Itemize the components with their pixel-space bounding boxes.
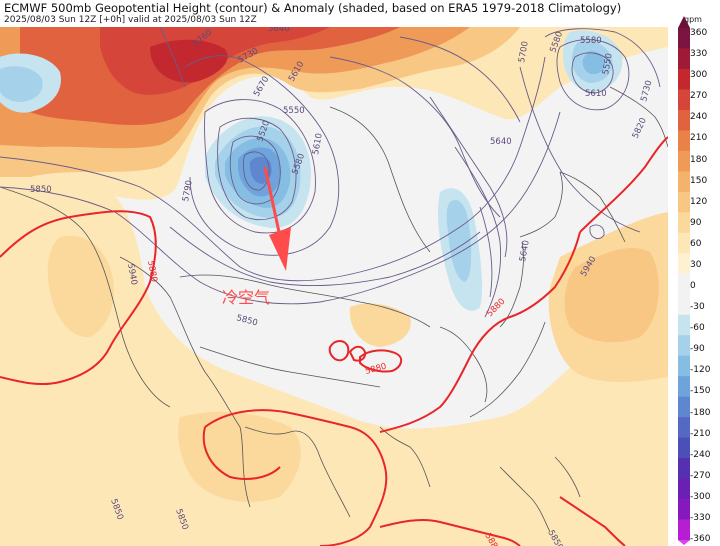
colorbar-tick-label: -90 [690,344,705,355]
contour-label: 5610 [585,89,607,99]
colorbar-swatch [678,437,690,459]
colorbar-swatch [678,68,690,90]
colorbar-tick-label: 30 [690,259,702,270]
colorbar-tick-label: 90 [690,217,702,228]
colorbar-swatch [678,294,690,316]
colorbar-tick-label: 120 [690,196,708,207]
coastlines-and-borders [0,86,668,533]
colorbar-tick-label: 210 [690,133,708,144]
colorbar-swatch [678,519,690,541]
contour-label: 5940 [125,263,139,286]
colorbar-tick-label: 0 [690,281,696,291]
colorbar-swatch [678,212,690,234]
contour-label: 5610 [311,132,325,155]
colorbar-min-extend [678,540,690,545]
contour-label: 5850 [30,185,52,195]
valid-time: 2025/08/03 Sun 12Z [+0h] valid at 2025/0… [4,15,257,25]
colorbar-swatch [678,417,690,439]
colorbar-swatch [678,28,690,49]
colorbar-tick-label: -150 [690,386,711,397]
colorbar-swatch [678,109,690,131]
cold-air-arrow [263,166,291,271]
colorbar-tick-label: 60 [690,238,702,249]
colorbar-swatch [678,150,690,172]
colorbar-tick-label: 180 [690,154,708,165]
chart-title: ECMWF 500mb Geopotential Height (contour… [4,1,622,15]
colorbar-ticks: 360 330 300 270 240 210 180 150 120 90 60 30 0 -30 -60… [690,28,720,544]
colorbar-swatch [678,396,690,418]
contour-label: 5550 [283,106,305,116]
colorbar-tick-label: -240 [690,449,711,460]
cold-air-label: 冷空气 [222,288,270,307]
colorbar-swatch [678,355,690,377]
colorbar-swatch [678,232,690,254]
contour-label: 5550 [601,52,615,75]
colorbar-tick-label: -210 [690,428,711,439]
colorbar-unit: gpm [684,15,702,24]
colorbar-swatch [678,314,690,336]
contour-label: 5700 [517,40,531,63]
colorbar-tick-label: -300 [690,491,711,502]
contour-label: 5640 [518,239,532,262]
colorbar-max-extend [678,16,690,28]
contour-label: 5880 [145,260,159,283]
negative-anomaly-shading [0,30,623,311]
colorbar-tick-label: 150 [690,175,708,186]
colorbar-tick-label: 270 [690,91,708,102]
colorbar-swatch [678,130,690,152]
colorbar-swatch [678,253,690,275]
colorbar-swatch [678,48,690,70]
colorbar-tick-label: 240 [690,112,708,123]
colorbar-swatch [678,191,690,213]
colorbar-tick-label: -60 [690,323,705,334]
height-contours [0,27,661,318]
colorbar-swatch [678,273,690,295]
colorbar-tick-label: 330 [690,49,708,60]
5880-contours [0,136,668,546]
weather-map: 冷空气 5760 5730 5670 5640 5700 5580 5550 5… [0,27,668,546]
colorbar-tick-label: -30 [690,302,705,313]
contour-label: 5790 [181,179,195,202]
anomaly-colorbar [678,16,690,545]
colorbar-tick-label: -270 [690,470,711,481]
colorbar-tick-label: -180 [690,407,711,418]
colorbar-swatch [678,171,690,193]
colorbar-swatch [678,376,690,398]
colorbar-swatch [678,478,690,500]
contour-label: 5640 [268,27,290,34]
colorbar-tick-label: 300 [690,70,708,81]
colorbar-swatch [678,335,690,357]
colorbar-tick-label: -330 [690,512,711,523]
colorbar-tick-label: 360 [690,28,708,38]
colorbar-tick-label: -360 [690,534,711,544]
colorbar-swatch [678,458,690,480]
colorbar-swatch [678,89,690,111]
contour-label: 5580 [580,36,602,46]
colorbar-swatch [678,499,690,521]
contour-label: 5640 [490,137,512,147]
colorbar-tick-label: -120 [690,365,711,376]
positive-anomaly-shading [0,27,668,546]
